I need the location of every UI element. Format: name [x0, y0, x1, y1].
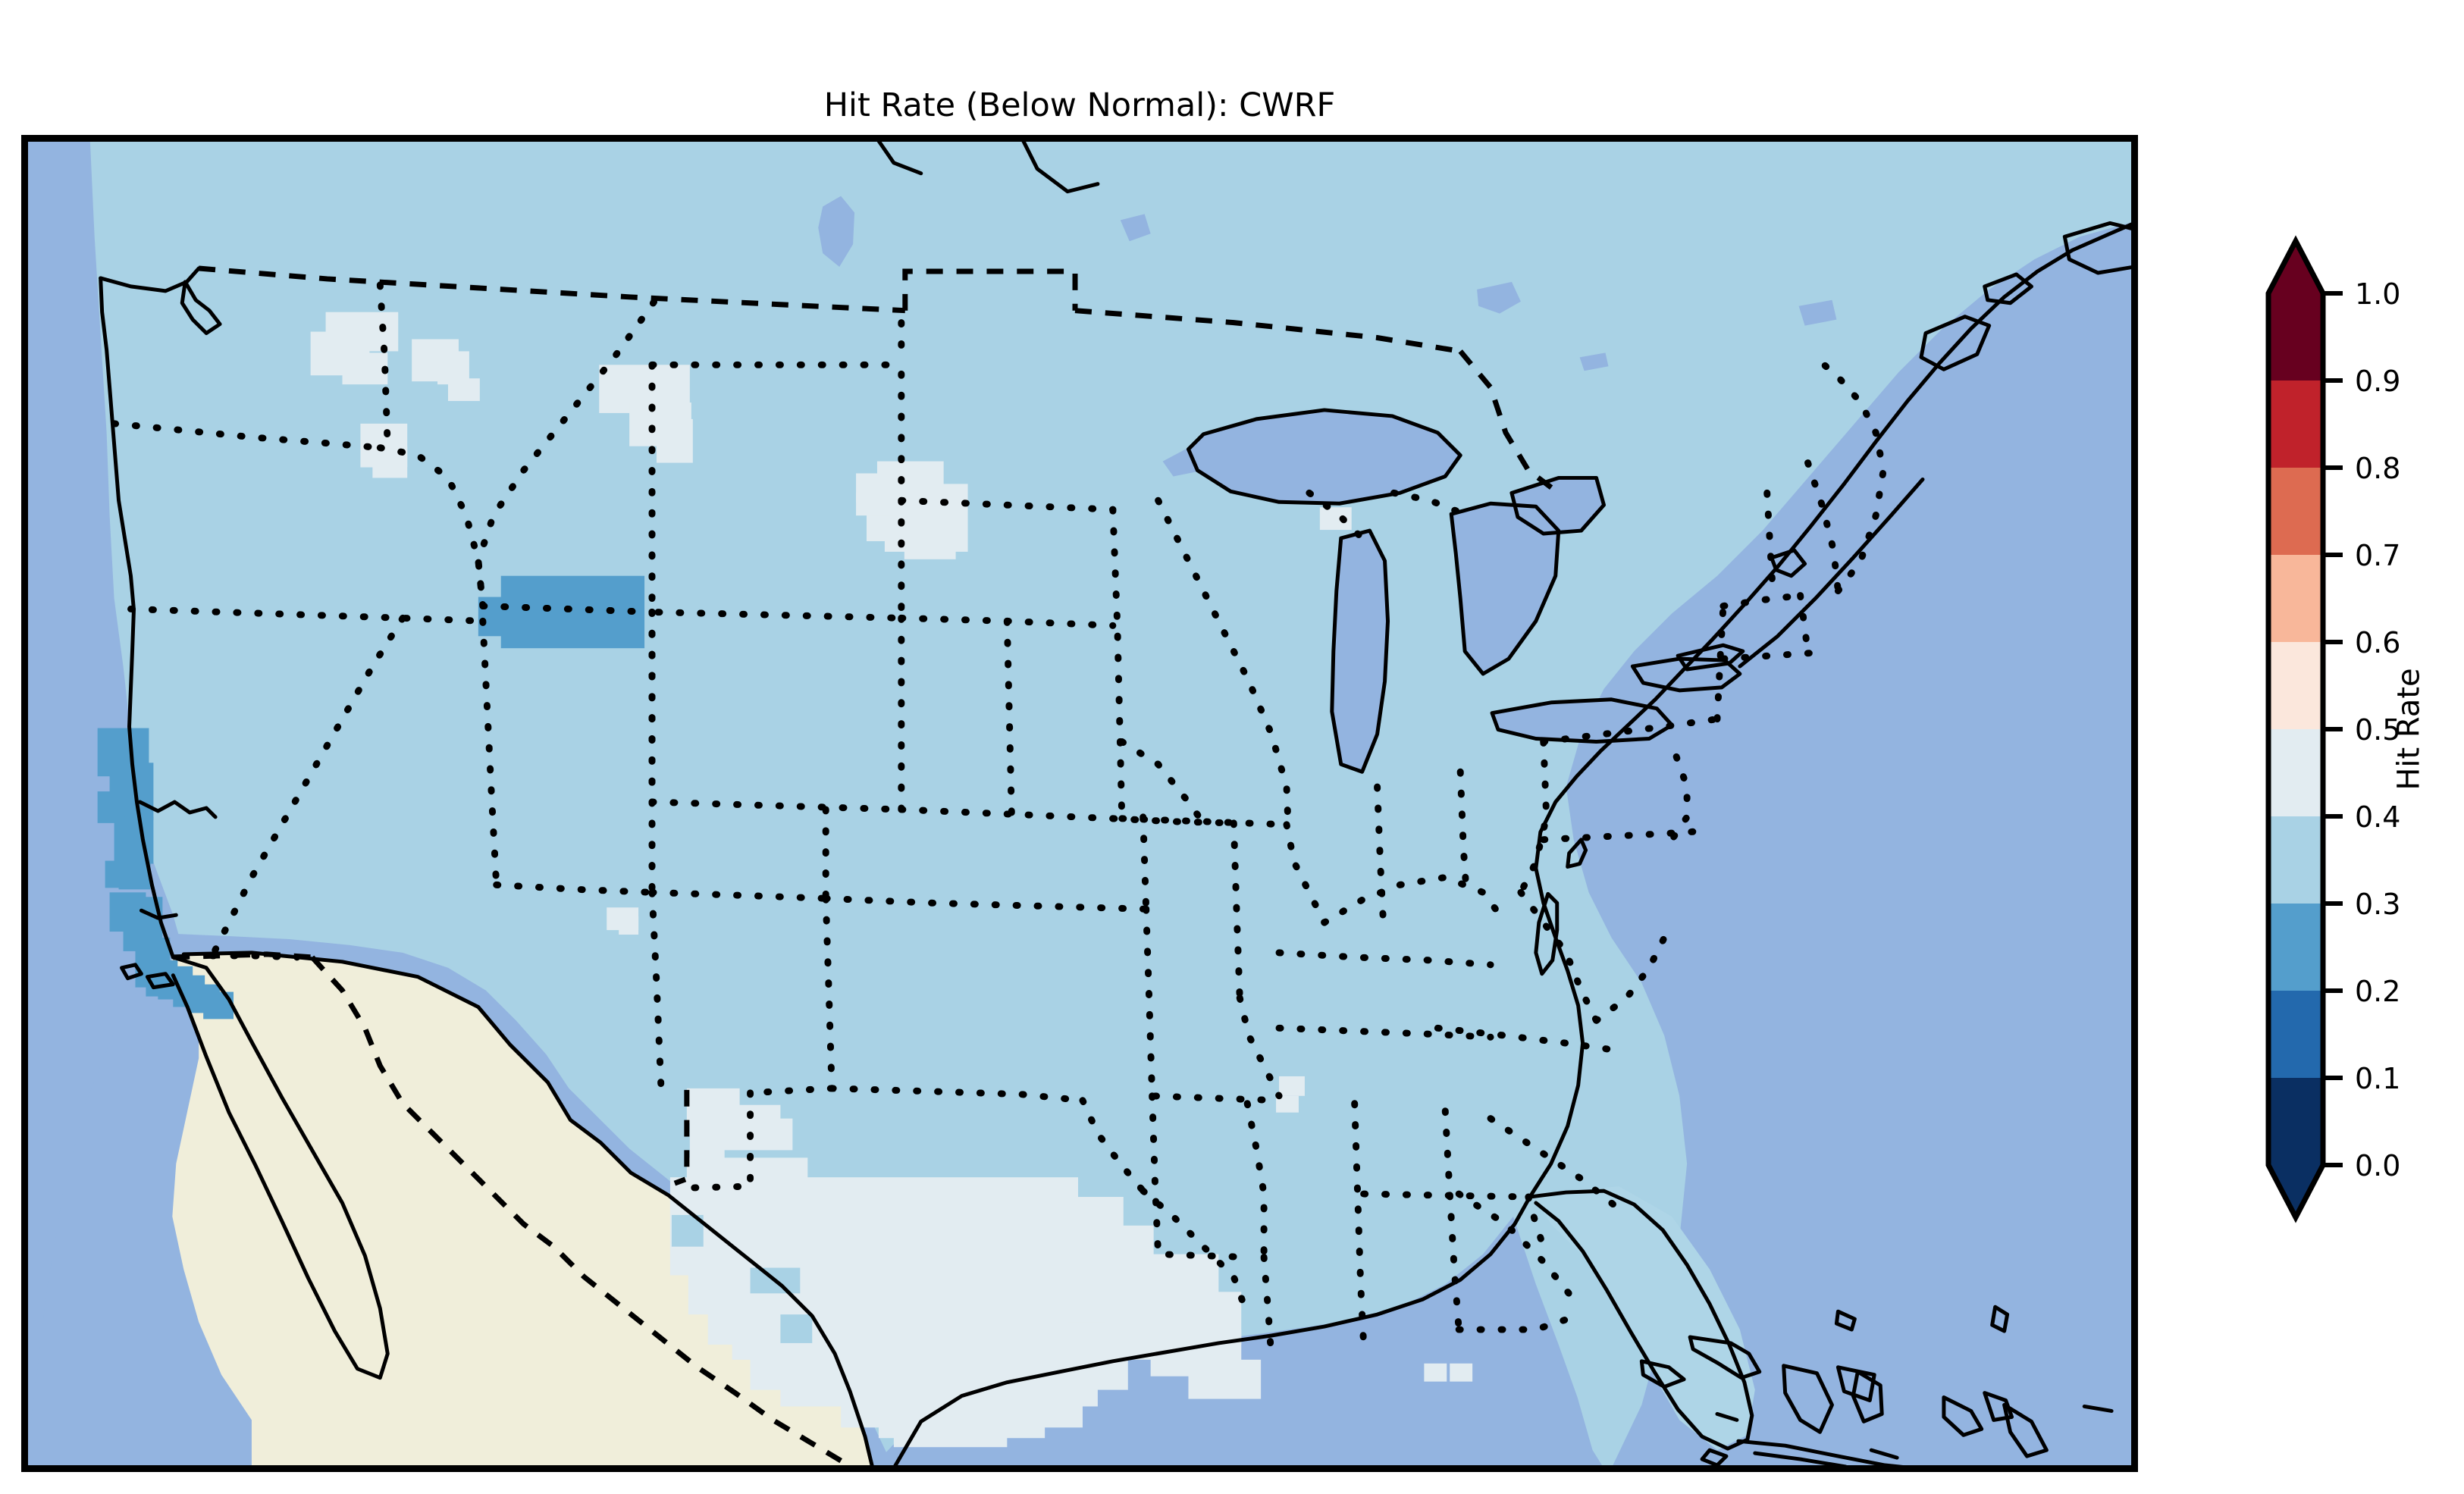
colorbar-band: [2268, 293, 2323, 381]
colorbar-tick-label: 0.2: [2355, 975, 2400, 1008]
map-canvas: [25, 139, 2134, 1468]
colorbar-tick-label: 0.0: [2355, 1149, 2400, 1182]
colorbar-extend-over: [2268, 241, 2323, 293]
colorbar-tick-label: 0.7: [2355, 539, 2400, 572]
colorbar-tick-label: 0.8: [2355, 452, 2400, 485]
florida-hitrate-cell: [1531, 1186, 1755, 1451]
state-borders: [111, 281, 1887, 1364]
colorbar-band: [2268, 555, 2323, 643]
colorbar-band: [2268, 1078, 2323, 1166]
colorbar-extend-under: [2268, 1165, 2323, 1217]
colorbar-band: [2268, 642, 2323, 730]
map-geography: [25, 139, 2134, 1468]
colorbar-tick-label: 0.5: [2355, 713, 2400, 747]
colorbar-tick-label: 0.1: [2355, 1062, 2400, 1095]
colorbar: 1.0 0.9 0.8 0.7 0.6 0.5 0.4 0.3 0.2 0.1 0.0: [2265, 235, 2400, 1223]
baja-california: [173, 957, 388, 1375]
colorbar-band: [2268, 468, 2323, 556]
colorbar-band: [2268, 816, 2323, 904]
colorbar-band: [2268, 381, 2323, 468]
colorbar-band: [2268, 991, 2323, 1079]
colorbar-band: [2268, 904, 2323, 991]
colorbar-tick-label: 0.4: [2355, 800, 2400, 834]
colorbar-tick-label: 0.6: [2355, 626, 2400, 659]
colorbar-ticks: 1.0 0.9 0.8 0.7 0.6 0.5 0.4 0.3 0.2 0.1 0.0: [2323, 277, 2400, 1182]
colorbar-svg: [2265, 235, 2326, 1223]
colorbar-axis-label: Hit Rate: [2387, 241, 2432, 1217]
hitrate-band-0p2-0p3-cells: [97, 575, 645, 1019]
great-lakes: [818, 196, 1837, 772]
colorbar-tick-label: 0.9: [2355, 365, 2400, 398]
colorbar-bands: [2268, 241, 2323, 1217]
map-axes: [21, 135, 2138, 1472]
colorbar-band: [2268, 729, 2323, 817]
colorbar-tick-label: 0.3: [2355, 888, 2400, 921]
hitrate-band-0p4-0p5-cells: [310, 312, 1473, 1448]
figure-title-line-1: Hit Rate (Below Normal): CWRF: [823, 86, 1336, 124]
atlantic-ocean-mask: [1566, 221, 2134, 1468]
colorbar-tick-label: 1.0: [2355, 277, 2400, 311]
coastlines: [99, 139, 2134, 1468]
conus-hitrate-base-band-0p3-0p4: [61, 139, 2134, 1468]
colorbar-axis-label-text: Hit Rate: [2392, 668, 2427, 791]
country-borders: [173, 265, 1560, 1468]
